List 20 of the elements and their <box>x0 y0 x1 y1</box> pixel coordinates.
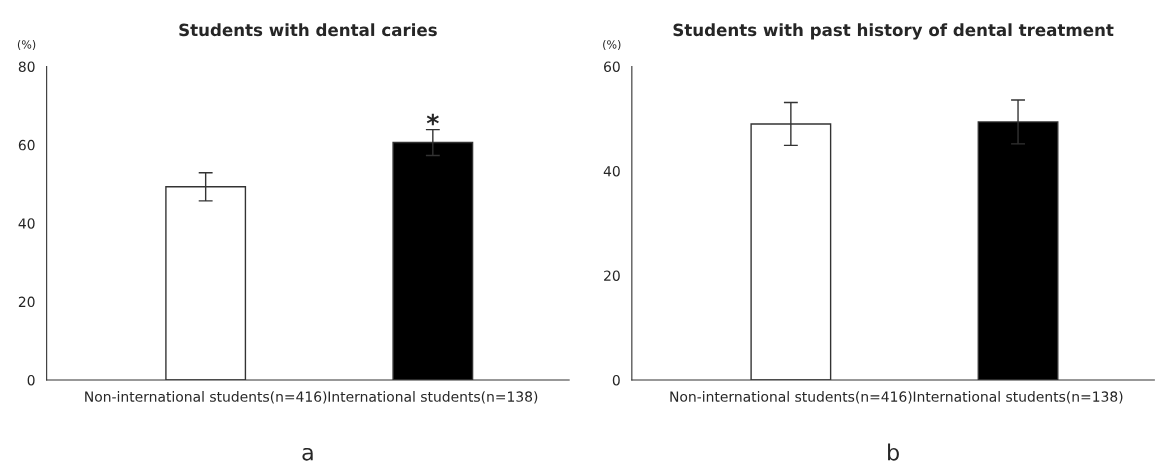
x-tick-label: International students(n=138) <box>328 391 538 404</box>
x-axis-title: b <box>888 443 899 461</box>
y-tick-label: 40 <box>18 218 35 229</box>
y-tick-label: 60 <box>18 139 35 151</box>
chart-title: Students with past history of dental treatment <box>673 23 1114 40</box>
chart-title: Students with dental caries <box>179 23 437 37</box>
y-tick-label: 0 <box>27 374 35 386</box>
y-tick-label: 20 <box>18 296 35 308</box>
y-tick-label: 0 <box>612 374 620 386</box>
y-tick-label: 60 <box>604 61 620 72</box>
x-tick-label: Non-international students(n=416) <box>670 391 912 404</box>
x-axis-title: a <box>302 447 313 461</box>
x-tick-label: International students(n=138) <box>913 391 1123 404</box>
annotation: * <box>426 113 439 126</box>
y-axis-title: (%) <box>17 40 36 50</box>
y-tick-label: 40 <box>603 165 620 177</box>
y-tick-label: 80 <box>18 61 35 72</box>
y-axis-title: (%) <box>603 40 621 50</box>
y-tick-label: 20 <box>604 270 620 281</box>
x-tick-label: Non-international students(n=416) <box>85 391 327 404</box>
